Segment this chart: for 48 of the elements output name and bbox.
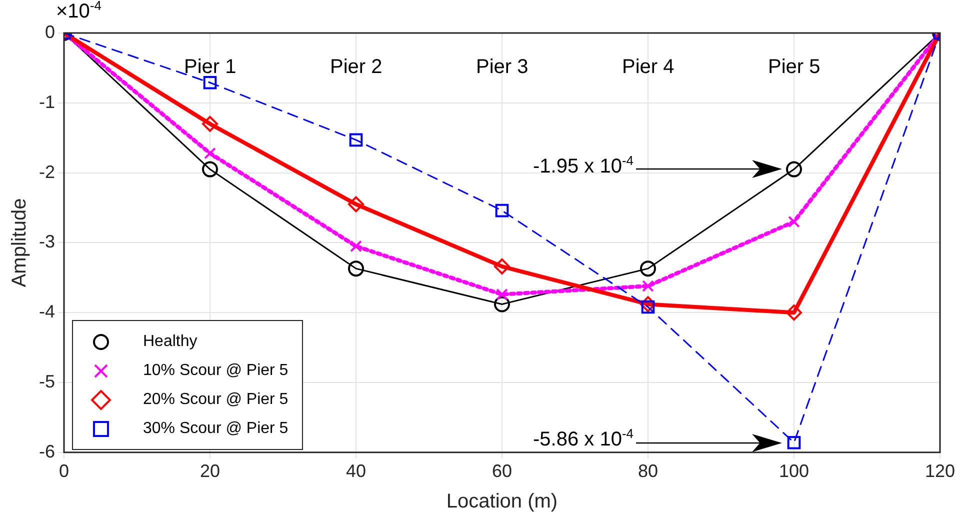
- annotation: -5.86 x 10$^{-4}$: [533, 426, 634, 451]
- point: [349, 133, 363, 147]
- annotation: Pier 2: [330, 56, 382, 78]
- legend-label: 10% Scour @ Pier 5: [143, 362, 288, 380]
- point: [786, 304, 802, 321]
- legend-label: 30% Scour @ Pier 5: [143, 420, 288, 438]
- x-tick-label: 0: [58, 461, 70, 482]
- point: [640, 260, 656, 277]
- point: [348, 260, 364, 277]
- text: ×10$^{-4}$: [56, 0, 102, 23]
- y-tick-label: 0: [44, 22, 56, 42]
- point: [641, 300, 655, 314]
- x-tick-label: 20: [200, 461, 220, 482]
- annotation: Pier 5: [768, 56, 820, 78]
- x-tick-label: 100: [778, 461, 810, 482]
- point: [496, 288, 508, 300]
- y-tick-label: -2: [38, 162, 56, 182]
- annotation: Pier 3: [476, 56, 528, 78]
- point: [786, 161, 802, 178]
- y-tick-label: -6: [38, 441, 56, 462]
- y-axis-title: Amplitude: [8, 198, 31, 288]
- point: [204, 147, 216, 160]
- point: [494, 258, 510, 274]
- legend-label: 20% Scour @ Pier 5: [143, 390, 288, 409]
- y-tick-label: -5: [38, 371, 56, 392]
- x-axis-title: Location (m): [446, 490, 558, 513]
- annotation: Pier 4: [622, 56, 674, 78]
- annotation: -1.95 x 10$^{-4}$: [533, 152, 634, 178]
- point: [787, 436, 801, 450]
- y-tick-label: -1: [38, 92, 56, 112]
- annotation: Pier 1: [184, 56, 236, 78]
- point: [348, 196, 364, 212]
- y-tick-label: -4: [38, 302, 56, 322]
- point: [350, 240, 362, 252]
- point: [203, 76, 217, 90]
- x-tick-label: 60: [492, 461, 512, 482]
- point: [788, 216, 800, 228]
- point: [494, 296, 510, 312]
- point: [495, 204, 509, 218]
- x-tick-label: 120: [924, 461, 956, 482]
- x-tick-label: 40: [346, 461, 366, 482]
- point: [640, 296, 656, 312]
- point: [202, 116, 218, 132]
- point: [642, 280, 654, 292]
- y-tick-label: -3: [38, 232, 56, 252]
- x-tick-label: 80: [638, 461, 658, 482]
- point: [202, 161, 218, 178]
- legend-label: Healthy: [143, 332, 198, 351]
